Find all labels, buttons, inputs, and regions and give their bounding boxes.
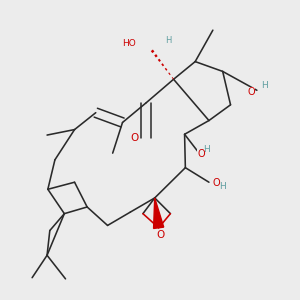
Polygon shape — [154, 198, 164, 229]
Text: H: H — [203, 145, 210, 154]
Text: H: H — [261, 81, 268, 90]
Text: H: H — [165, 36, 171, 45]
Text: O: O — [247, 87, 255, 97]
Text: O: O — [157, 230, 165, 240]
Text: O: O — [197, 149, 205, 159]
Text: H: H — [219, 182, 226, 190]
Text: HO: HO — [122, 39, 136, 48]
Text: O: O — [131, 133, 139, 143]
Text: O: O — [212, 178, 220, 188]
